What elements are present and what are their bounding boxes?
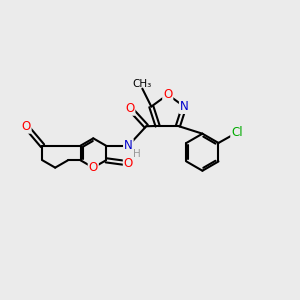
Text: H: H <box>133 149 141 159</box>
Text: O: O <box>163 88 172 101</box>
Text: O: O <box>88 161 98 174</box>
Text: CH₃: CH₃ <box>133 79 152 88</box>
Text: N: N <box>180 100 189 113</box>
Text: O: O <box>124 157 133 170</box>
Text: Cl: Cl <box>231 126 243 139</box>
Text: O: O <box>125 102 134 115</box>
Text: N: N <box>124 139 133 152</box>
Text: O: O <box>22 120 31 133</box>
